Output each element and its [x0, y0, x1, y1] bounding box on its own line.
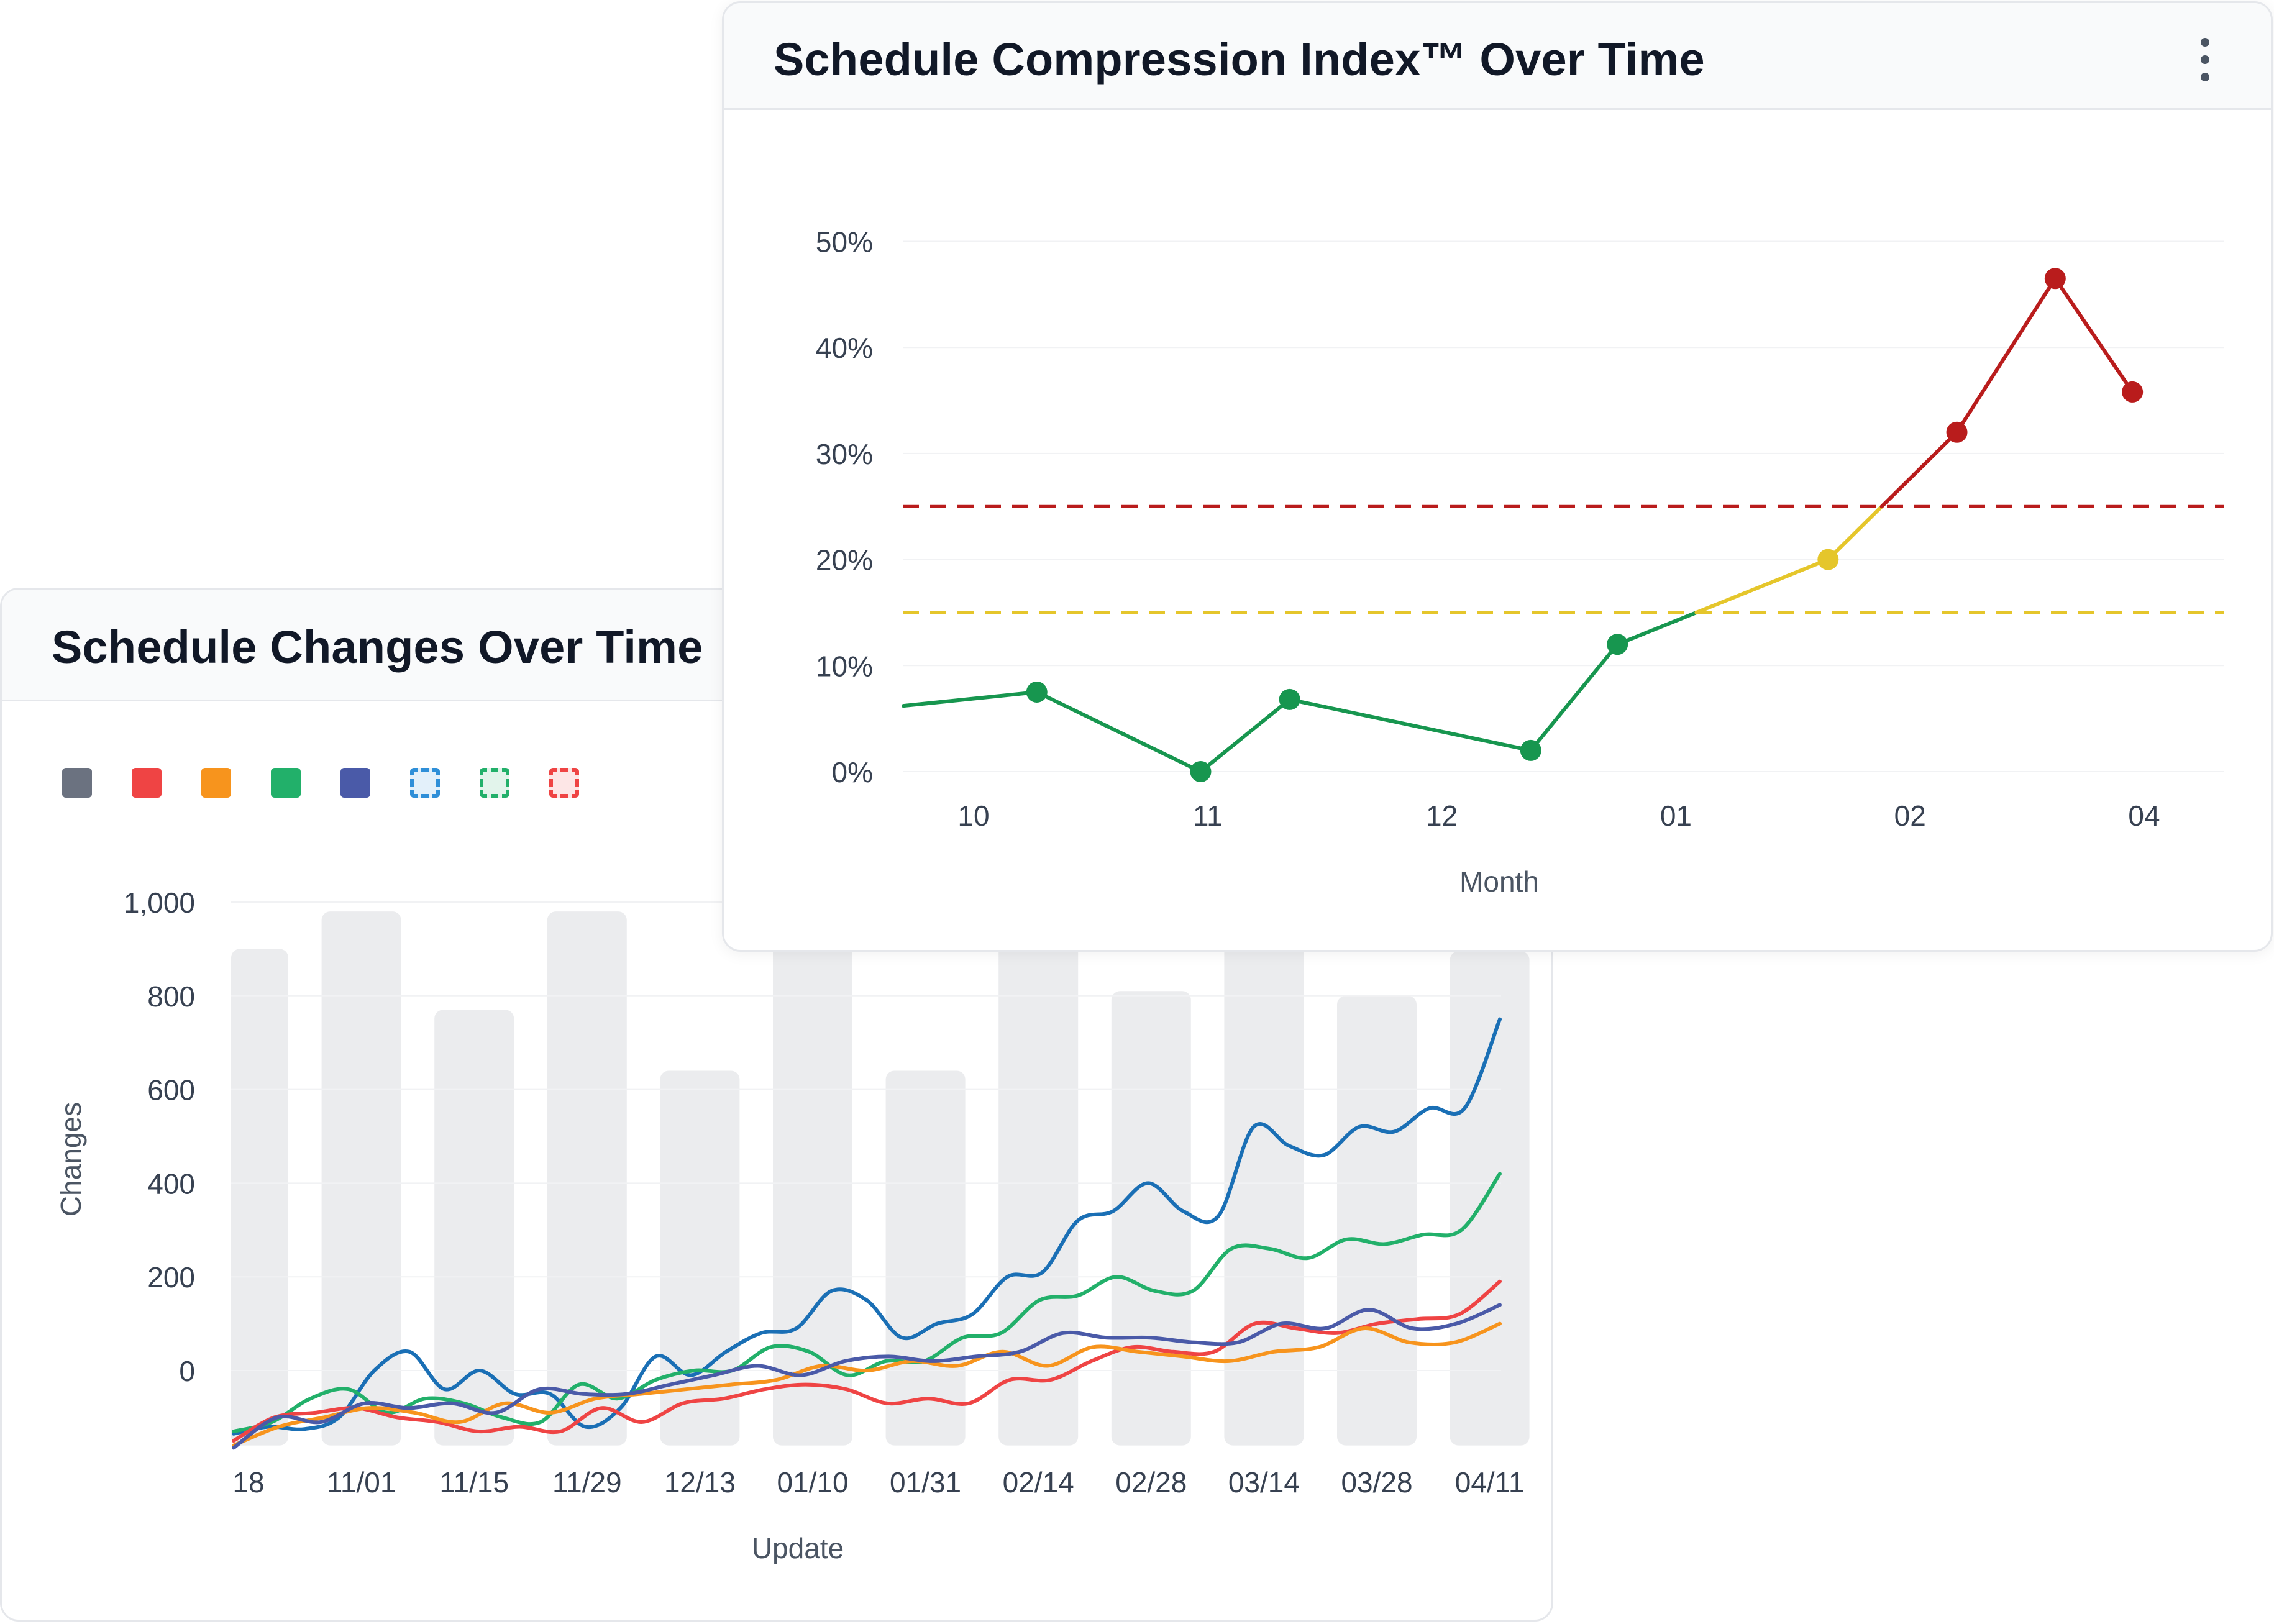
update-bar [1450, 951, 1530, 1446]
y-tick-label: 1,000 [124, 887, 195, 919]
legend-swatch-0[interactable] [62, 768, 92, 798]
update-bar [1111, 991, 1191, 1446]
x-tick-label: 03/14 [1228, 1466, 1300, 1499]
x-axis-label: Update [752, 1532, 844, 1564]
x-axis-label: Month [1459, 865, 1539, 898]
sci-line-segment [1615, 610, 1699, 647]
x-tick-label: 12/13 [664, 1466, 736, 1499]
sci-line-segment [1528, 642, 1620, 752]
x-tick-label: 11/29 [552, 1466, 622, 1499]
x-tick-label: 02 [1894, 800, 1926, 832]
more-options-icon[interactable] [2199, 38, 2211, 81]
sci-point [1607, 634, 1628, 655]
y-tick-label: 30% [816, 438, 873, 470]
x-tick-label: 04 [2128, 800, 2160, 832]
y-tick-label: 400 [147, 1167, 195, 1200]
update-bar [434, 1010, 514, 1446]
x-tick-label: 11 [1193, 800, 1223, 832]
x-tick-label: 10 [957, 800, 989, 832]
sci-line-segment [1694, 557, 1830, 614]
legend-swatch-2[interactable] [201, 768, 231, 798]
sci-point [1817, 549, 1839, 570]
y-tick-label: 20% [816, 544, 873, 577]
schedule-changes-legend [62, 768, 579, 798]
update-bar [1224, 902, 1304, 1446]
sci-point [1190, 761, 1212, 782]
update-bar [547, 911, 627, 1446]
y-tick-label: 0 [179, 1355, 195, 1387]
sci-line-segment [1879, 430, 1959, 509]
sci-line-segment [901, 690, 1039, 708]
x-tick-label: 11/01 [327, 1466, 396, 1499]
sci-point [2044, 268, 2066, 290]
x-tick-label: 01 [1660, 800, 1692, 832]
sci-point [1520, 739, 1541, 761]
schedule-changes-title: Schedule Changes Over Time [52, 621, 703, 673]
y-tick-label: 600 [147, 1074, 195, 1106]
sci-point [2122, 381, 2144, 403]
sci-line-segment [1287, 697, 1533, 752]
series-line-3 [232, 1321, 1502, 1448]
sci-line-segment [1955, 276, 2057, 434]
sci-line-segment [2053, 276, 2135, 394]
x-tick-label: 01/10 [777, 1466, 848, 1499]
update-bar [1337, 995, 1417, 1446]
x-tick-label: 11/15 [439, 1466, 509, 1499]
sci-line-segment [1034, 690, 1203, 773]
update-bar [773, 902, 852, 1446]
update-bar [885, 1070, 966, 1446]
legend-swatch-5[interactable] [410, 768, 440, 798]
y-tick-label: 50% [816, 226, 873, 258]
y-tick-label: 200 [147, 1261, 195, 1293]
legend-swatch-1[interactable] [132, 768, 162, 798]
schedule-compression-chart: 0% 10% 20% 30% 40% 50% 10 11 12 01 02 04 Month [816, 226, 2224, 898]
update-bar [660, 1070, 740, 1446]
sci-point [1946, 421, 1968, 443]
legend-swatch-3[interactable] [271, 768, 301, 798]
legend-swatch-4[interactable] [340, 768, 370, 798]
legend-swatch-6[interactable] [480, 768, 509, 798]
y-tick-label: 800 [147, 980, 195, 1013]
series-line-0 [232, 1017, 1502, 1436]
sci-point [1026, 681, 1048, 703]
sci-line-segment [1199, 697, 1292, 773]
x-tick-label: 02/28 [1115, 1466, 1187, 1499]
x-tick-label: 12 [1426, 800, 1458, 832]
y-tick-label: 40% [816, 332, 873, 364]
y-tick-label: 10% [816, 650, 873, 682]
series-line-1 [232, 1172, 1502, 1433]
schedule-changes-chart: 0 200 400 600 800 1,000 18 11/01 11/15 11/29 12/13… [55, 887, 1530, 1564]
x-tick-label: 03/28 [1341, 1466, 1412, 1499]
x-tick-label: 04/11 [1455, 1466, 1525, 1499]
y-tick-label: 0% [832, 756, 873, 788]
series-line-4 [232, 1303, 1502, 1450]
x-tick-label: 01/31 [890, 1466, 961, 1499]
x-tick-label: 18 [232, 1466, 264, 1499]
schedule-compression-title: Schedule Compression Index™ Over Time [774, 34, 1705, 85]
sci-line-segment [1826, 504, 1884, 562]
sci-point [1279, 688, 1300, 710]
y-axis-label: Changes [55, 1102, 87, 1216]
series-line-2 [232, 1279, 1502, 1443]
legend-swatch-7[interactable] [549, 768, 579, 798]
update-bar [231, 949, 288, 1446]
schedule-compression-header: Schedule Compression Index™ Over Time [724, 3, 2271, 110]
x-tick-label: 02/14 [1003, 1466, 1074, 1499]
update-bar [321, 911, 401, 1446]
schedule-compression-card: Schedule Compression Index™ Over Time 0%… [722, 1, 2273, 952]
update-bar [998, 902, 1079, 1446]
